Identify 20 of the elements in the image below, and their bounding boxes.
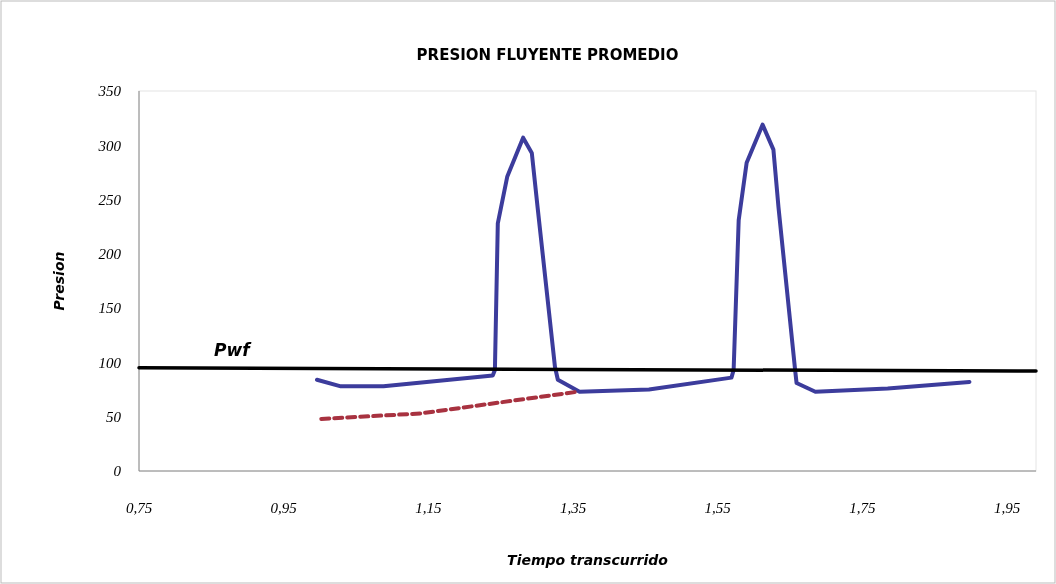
x-tick-label: 1,75: [849, 500, 877, 516]
y-tick-label: 200: [98, 246, 122, 263]
line-series: [314, 122, 972, 394]
y-tick-label: 150: [98, 300, 122, 317]
series-label: Pwf: [214, 339, 253, 360]
x-tick-label: 0,95: [270, 500, 298, 516]
x-tick-label: 0,75: [125, 500, 153, 516]
x-tick-label: 1,15: [415, 500, 442, 516]
y-axis-title: Presion: [51, 251, 67, 311]
y-tick-label: 0: [113, 463, 122, 480]
y-tick-label: 100: [98, 354, 122, 371]
x-tick-label: 1,95: [993, 500, 1021, 516]
chart-title: PRESION FLUYENTE PROMEDIO: [416, 46, 679, 64]
y-tick-label: 250: [98, 191, 122, 208]
x-axis-title: Tiempo transcurrido: [507, 552, 669, 568]
y-tick-label: 300: [97, 137, 122, 154]
x-tick-label: 1,35: [559, 500, 587, 516]
x-tick-label: 1,55: [704, 500, 732, 516]
y-tick-label: 50: [106, 408, 122, 425]
y-tick-label: 350: [97, 83, 122, 100]
